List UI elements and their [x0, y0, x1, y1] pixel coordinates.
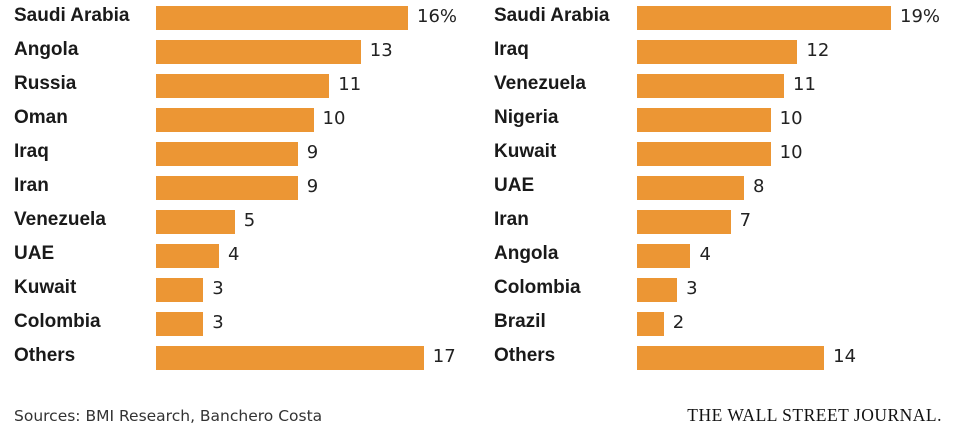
bar-row: Others 17 [0, 341, 470, 375]
bar-row: UAE 8 [480, 171, 950, 205]
bar-row: Colombia 3 [0, 307, 470, 341]
sources-note: Sources: BMI Research, Banchero Costa [14, 407, 323, 425]
value-label: 14 [833, 346, 857, 367]
category-label: Brazil [494, 311, 546, 332]
bar [156, 346, 424, 370]
category-label: Angola [494, 243, 559, 264]
category-label: Venezuela [14, 209, 106, 230]
value-label: 9 [306, 142, 319, 163]
bar-row: Kuwait 3 [0, 273, 470, 307]
bar [156, 176, 298, 200]
bar [637, 6, 891, 30]
bar [156, 6, 408, 30]
category-label: UAE [494, 175, 535, 196]
bar [156, 312, 204, 336]
bar-row: Angola 4 [480, 239, 950, 273]
bar-row: Colombia 3 [480, 273, 950, 307]
bar [156, 74, 330, 98]
bar [637, 278, 678, 302]
value-label: 13 [369, 40, 393, 61]
bar [637, 142, 771, 166]
bar [156, 244, 219, 268]
bar-row: Oman 10 [0, 103, 470, 137]
category-label: Oman [14, 107, 68, 128]
category-label: Russia [14, 73, 77, 94]
value-label: 10 [779, 108, 803, 129]
bar-row: Saudi Arabia 16% [0, 1, 470, 35]
value-label: 9 [306, 176, 319, 197]
chart-right: Saudi Arabia 19% Iraq 12 Venezuela 11 Nigeria 1… [480, 0, 950, 380]
category-label: Kuwait [14, 277, 77, 298]
chart-left: Saudi Arabia 16% Angola 13 Russia 11 Oman 10 Ira… [0, 0, 470, 380]
category-label: Colombia [14, 311, 101, 332]
value-label: 12 [806, 40, 830, 61]
value-label: 2 [672, 312, 685, 333]
bar [156, 142, 298, 166]
category-label: Others [494, 345, 556, 366]
category-label: Iraq [494, 39, 529, 60]
category-label: Iran [14, 175, 49, 196]
value-label: 11 [338, 74, 362, 95]
category-label: Iraq [14, 141, 49, 162]
bar-row: Iran 7 [480, 205, 950, 239]
bar-row: Saudi Arabia 19% [480, 1, 950, 35]
bar-row: Russia 11 [0, 69, 470, 103]
bar [156, 278, 204, 302]
bar [637, 74, 785, 98]
value-label: 3 [212, 278, 224, 299]
bar-row: Angola 13 [0, 35, 470, 69]
category-label: Angola [14, 39, 79, 60]
category-label: Nigeria [494, 107, 559, 128]
category-label: Saudi Arabia [494, 5, 610, 26]
bar-row: Others 14 [480, 341, 950, 375]
bar [637, 210, 731, 234]
bar-row: Venezuela 11 [480, 69, 950, 103]
bar-row: Venezuela 5 [0, 205, 470, 239]
category-label: Venezuela [494, 73, 586, 94]
category-label: Colombia [494, 277, 581, 298]
category-label: Others [14, 345, 76, 366]
value-label: 16% [417, 6, 458, 27]
value-label: 10 [779, 142, 803, 163]
bar-row: Nigeria 10 [480, 103, 950, 137]
category-label: Kuwait [494, 141, 557, 162]
value-label: 5 [243, 210, 256, 231]
bar-row: Iraq 9 [0, 137, 470, 171]
brand-logo: THE WALL STREET JOURNAL. [687, 405, 942, 425]
category-label: Saudi Arabia [14, 5, 130, 26]
category-label: UAE [14, 243, 55, 264]
category-label: Iran [494, 209, 529, 230]
bar [637, 176, 744, 200]
bar [637, 108, 771, 132]
value-label: 19% [900, 6, 941, 27]
bar-row: Iraq 12 [480, 35, 950, 69]
value-label: 4 [699, 244, 711, 265]
value-label: 8 [752, 176, 765, 197]
value-label: 10 [322, 108, 346, 129]
bar-row: Brazil 2 [480, 307, 950, 341]
value-label: 7 [739, 210, 752, 231]
bar [637, 244, 691, 268]
bar-row: Iran 9 [0, 171, 470, 205]
bar-row: Kuwait 10 [480, 137, 950, 171]
bar [637, 40, 798, 64]
bar [637, 346, 825, 370]
value-label: 3 [686, 278, 698, 299]
bar [156, 40, 361, 64]
value-label: 17 [432, 346, 456, 367]
value-label: 11 [793, 74, 816, 95]
bar [637, 312, 664, 336]
value-label: 3 [212, 312, 224, 333]
bar [156, 108, 314, 132]
bar [156, 210, 235, 234]
bar-row: UAE 4 [0, 239, 470, 273]
value-label: 4 [228, 244, 240, 265]
